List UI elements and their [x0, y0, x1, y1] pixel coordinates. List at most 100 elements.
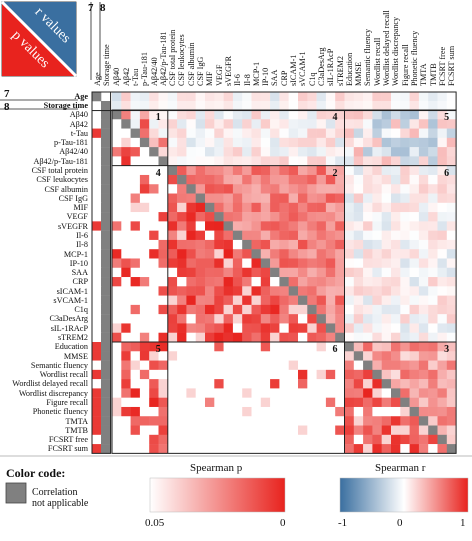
matrix-cell — [270, 323, 280, 333]
matrix-cell — [325, 323, 336, 333]
matrix-cell — [325, 230, 336, 241]
age-p-cell — [92, 184, 102, 194]
matrix-cell — [409, 360, 420, 371]
matrix-cell — [288, 249, 299, 259]
matrix-cell — [223, 267, 234, 278]
matrix-cell — [112, 184, 122, 194]
age-r-cell — [372, 92, 382, 102]
matrix-cell — [223, 128, 234, 139]
row-label: Figure recall — [46, 397, 88, 407]
matrix-cell — [344, 147, 355, 157]
matrix-cell — [409, 434, 420, 445]
matrix-cell — [186, 295, 196, 306]
age-r-cell — [400, 92, 410, 102]
matrix-cell — [177, 249, 187, 259]
col-label: Aβ40 — [112, 67, 122, 86]
matrix-cell — [149, 277, 159, 287]
matrix-cell — [288, 193, 299, 204]
matrix-cell — [437, 174, 448, 185]
matrix-cell — [418, 212, 429, 222]
storage-na-cell — [101, 174, 111, 185]
matrix-cell — [316, 193, 327, 204]
matrix-cell — [260, 156, 271, 166]
age-p-cell — [92, 295, 102, 306]
matrix-cell — [381, 434, 392, 445]
legend-r-tick-mid: 0 — [397, 517, 403, 529]
matrix-cell — [167, 351, 178, 361]
matrix-cell — [344, 332, 355, 343]
matrix-cell — [121, 416, 131, 426]
matrix-cell — [260, 230, 271, 241]
matrix-cell — [167, 314, 178, 324]
matrix-cell — [186, 147, 196, 157]
matrix-cell — [232, 258, 243, 269]
age-r-cell — [409, 92, 420, 102]
matrix-cell — [391, 239, 401, 250]
matrix-cell — [270, 397, 280, 408]
matrix-cell — [139, 174, 150, 185]
storage-r-cell — [446, 101, 457, 111]
matrix-cell — [344, 239, 355, 250]
matrix-cell — [409, 286, 420, 296]
matrix-cell — [325, 434, 336, 445]
storage-r-cell — [428, 101, 438, 111]
matrix-cell — [167, 128, 178, 139]
col-label: VEGF — [214, 64, 224, 86]
matrix-cell — [139, 314, 150, 324]
matrix-cell — [381, 221, 392, 231]
matrix-cell — [391, 397, 401, 408]
matrix-cell — [130, 212, 141, 222]
matrix-cell — [121, 360, 131, 371]
matrix-cell — [446, 258, 457, 269]
matrix-cell — [400, 406, 410, 417]
matrix-cell — [112, 342, 122, 352]
matrix-cell — [409, 304, 420, 315]
matrix-cell — [279, 295, 289, 306]
matrix-cell — [418, 286, 429, 296]
matrix-cell — [335, 147, 345, 157]
matrix-cell — [149, 360, 159, 371]
matrix-cell — [214, 360, 224, 371]
matrix-cell — [260, 128, 271, 139]
matrix-cell — [186, 165, 196, 176]
matrix-cell — [400, 110, 410, 120]
matrix-cell — [418, 137, 429, 148]
matrix-cell — [372, 267, 382, 278]
row-label: t-Tau — [70, 128, 88, 138]
matrix-cell — [335, 212, 345, 222]
matrix-cell — [335, 369, 345, 380]
matrix-cell — [149, 388, 159, 398]
matrix-cell — [251, 239, 262, 250]
matrix-cell — [195, 202, 206, 213]
matrix-cell — [149, 351, 159, 361]
matrix-cell — [409, 277, 420, 287]
matrix-cell — [409, 165, 420, 176]
age-p-cell — [92, 444, 102, 454]
matrix-cell — [335, 397, 345, 408]
matrix-cell — [344, 388, 355, 398]
matrix-cell — [130, 239, 141, 250]
storage-r-cell — [437, 101, 447, 111]
matrix-cell — [418, 156, 429, 166]
matrix-cell — [279, 332, 289, 343]
matrix-cell — [335, 221, 345, 231]
matrix-cell — [121, 444, 131, 454]
matrix-cell — [121, 323, 131, 333]
matrix-cell — [139, 416, 150, 426]
storage-na-cell — [101, 239, 111, 250]
matrix-cell — [158, 304, 169, 315]
matrix-cell — [130, 156, 141, 166]
storage-r-cell — [177, 101, 187, 111]
matrix-cell — [260, 119, 271, 129]
matrix-cell — [391, 202, 401, 213]
matrix-cell — [363, 147, 373, 157]
row-label: TMTB — [65, 425, 88, 435]
matrix-cell — [353, 351, 364, 361]
matrix-cell — [372, 202, 382, 213]
matrix-cell — [270, 249, 280, 259]
age-r-cell — [288, 92, 299, 102]
block-number-label: 4 — [155, 167, 161, 179]
matrix-cell — [372, 230, 382, 241]
matrix-cell — [307, 295, 317, 306]
matrix-cell — [167, 249, 178, 259]
